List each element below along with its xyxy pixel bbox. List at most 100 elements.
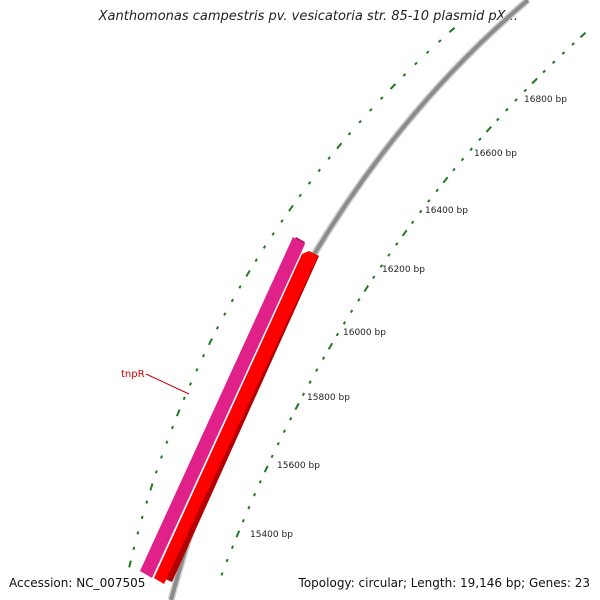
outer-tick [280,219,284,223]
gene-arrow [140,237,305,578]
inner-tick [301,392,306,397]
inner-tick [379,264,384,268]
inner-tick [485,126,492,133]
outer-tick [145,500,149,504]
inner-tick [561,51,566,55]
map-title: Xanthomonas campestris pv. vesicatoria s… [98,9,518,24]
outer-tick [369,108,373,112]
outer-tick [402,73,407,77]
inner-tick [335,332,340,337]
cds-arrow [154,251,318,584]
inner-tick [401,229,408,237]
outer-tick [271,232,275,236]
gene-label-group: tnpR [121,369,190,395]
inner-tick [372,275,376,280]
inner-tick [418,209,423,214]
inner-tick-marks [220,31,587,576]
outer-tick [136,531,140,535]
inner-tick [263,465,269,473]
inner-tick [230,545,234,549]
outer-tick [215,326,220,330]
inner-tick [442,176,449,184]
outer-tick [347,131,352,136]
outer-tick [379,96,384,100]
gene-label-leader [145,373,190,395]
inner-tick [395,242,399,246]
outer-tick [165,440,169,444]
accession-text: Accession: NC_007505 [9,576,146,590]
outer-tick [336,142,343,150]
tick-label: 15800 bp [307,393,350,403]
inner-tick [235,530,241,538]
outer-tick [389,83,397,90]
outer-tick [175,409,181,417]
inner-tick [435,188,439,193]
backbone-line [169,0,530,600]
outer-tick [208,338,213,346]
outer-tick [154,470,158,474]
tick-labels: 15400 bp 15600 bp 15800 bp 16000 bp 16200 bp… [250,95,567,540]
inner-tick [478,137,482,142]
outer-tick [414,61,418,66]
outer-tick [245,269,251,278]
inner-tick [327,342,334,350]
inner-tick [349,309,354,314]
inner-tick [571,42,575,46]
outer-tick [448,26,456,34]
tick-label: 16000 bp [343,328,386,338]
outer-tick [317,168,321,173]
inner-tick [523,88,528,93]
tick-label: 16400 bp [425,206,468,216]
tick-label: 16600 bp [474,149,517,159]
inner-tick [542,69,546,74]
cds-feature[interactable] [154,251,319,584]
gene-label[interactable]: tnpR [121,369,145,380]
tick-label: 16200 bp [382,265,425,275]
inner-tick [469,147,473,152]
inner-tick [357,298,361,302]
outer-tick [298,193,302,198]
inner-tick [363,285,370,293]
outer-tick [230,298,234,303]
outer-tick [170,425,174,430]
inner-tick [282,429,286,434]
outer-tick [262,245,267,249]
outer-tick [149,483,154,491]
inner-tick [276,441,280,446]
inner-tick [387,253,391,257]
outer-tick [223,312,227,316]
tick-label: 16800 bp [524,95,567,105]
tick-label: 15600 bp [277,461,320,471]
summary-text: Topology: circular; Length: 19,146 bp; G… [298,576,590,590]
inner-tick [321,356,326,360]
inner-tick [241,518,245,523]
inner-tick [225,558,229,563]
outer-tick [425,50,430,55]
inner-tick [289,417,293,421]
inner-tick [315,368,319,372]
outer-tick [254,258,258,263]
outer-tick [358,119,362,124]
inner-tick [410,220,415,225]
outer-tick [128,560,132,568]
inner-tick [308,380,312,384]
outer-tick [438,39,442,43]
inner-tick [342,321,347,325]
inner-tick [252,492,257,497]
inner-tick [270,454,274,459]
inner-tick [531,77,538,85]
outer-tick [132,546,136,551]
inner-tick [294,402,300,411]
backbone-shadow [167,0,531,600]
gene-feature-tnpr[interactable] [140,237,305,578]
inner-tick [514,98,518,102]
inner-tick [247,505,251,510]
outer-tick [140,515,144,520]
inner-tick [452,167,456,172]
outer-tick [188,382,193,386]
inner-tick [460,157,465,162]
outer-tick [182,396,186,401]
outer-tick [201,353,206,358]
